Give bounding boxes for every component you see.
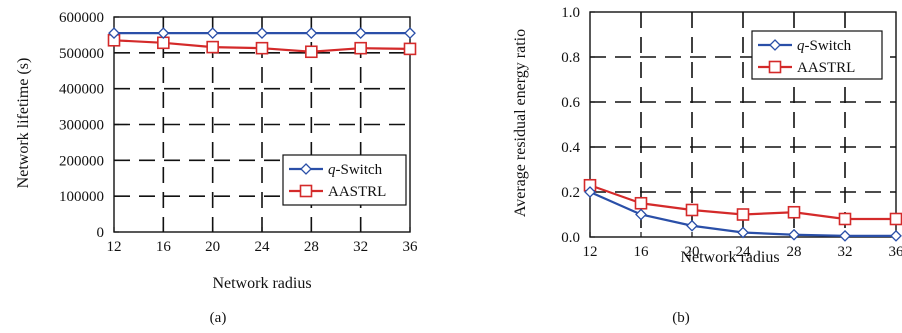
chart-a-legend: q-Switch AASTRL [282, 154, 407, 206]
chart-b-data-point [584, 186, 596, 198]
chart-a-ytick-label: 100000 [59, 189, 104, 205]
chart-a-data-point [354, 27, 367, 40]
chart-a-series-aastrl [107, 33, 417, 59]
chart-b-xtick-label: 32 [838, 244, 853, 260]
chart-a-data-point [256, 27, 268, 40]
chart-a-xtick-label: 20 [205, 239, 220, 255]
chart-a-data-point [206, 40, 219, 54]
chart-a-xtick-label: 24 [255, 239, 271, 255]
chart-b-data-point [737, 226, 749, 239]
chart-b-legend-marker [769, 39, 781, 51]
chart-a-xtick-label: 16 [156, 239, 172, 255]
chart-a-ylabel: Network lifetime (s) [15, 58, 32, 189]
chart-a-lifetime: Network lifetime (s) Network radius (a) … [15, 10, 418, 326]
chart-a-legend-marker [300, 163, 312, 175]
chart-a-xtick-label: 36 [403, 239, 419, 255]
chart-b-data-point [889, 212, 902, 226]
chart-b-data-point [787, 205, 801, 219]
chart-a-ytick-label: 300000 [59, 118, 104, 134]
chart-a-legend-label: AASTRL [328, 184, 386, 200]
chart-a-data-point [305, 45, 318, 59]
chart-b-data-point [634, 196, 648, 210]
chart-b-legend: q-Switch AASTRL [751, 30, 883, 80]
chart-b-xtick-label: 24 [736, 244, 752, 260]
chart-a-data-point [354, 41, 367, 55]
chart-a-data-point [404, 27, 416, 40]
chart-b-caption: (b) [672, 310, 690, 326]
chart-b-legend-label: q-Switch [797, 38, 852, 54]
chart-a-ytick-label: 500000 [59, 46, 104, 62]
chart-b-data-point [788, 228, 800, 241]
chart-b-grid [590, 12, 896, 237]
chart-b-xlabel: Network radius [680, 249, 779, 266]
chart-b-ytick-label: 0.6 [561, 95, 580, 111]
chart-a-caption: (a) [210, 310, 227, 326]
chart-a-series-q-switch [108, 27, 416, 40]
chart-a-data-point [108, 27, 120, 40]
chart-a-legend-marker [299, 184, 313, 198]
chart-b-ytick-label: 0.8 [561, 50, 580, 66]
chart-b-data-point [736, 208, 750, 221]
chart-b-xtick-label: 16 [634, 244, 650, 260]
chart-b-series-aastrl [583, 178, 902, 226]
chart-b-xtick-label: 20 [685, 244, 700, 260]
chart-a-data-point [157, 27, 170, 40]
chart-b-data-point [839, 229, 851, 242]
chart-b-data-point [686, 219, 698, 232]
chart-b-ytick-label: 0.4 [561, 140, 580, 156]
chart-a-data-point [403, 42, 417, 56]
chart-a-ytick-label: 600000 [59, 10, 104, 26]
chart-a-data-point [305, 27, 318, 40]
chart-b-data-point [890, 229, 902, 242]
chart-b-series-q-switch [584, 186, 902, 242]
chart-b-ytick-label: 1.0 [561, 5, 580, 21]
chart-b-xtick-label: 12 [583, 244, 598, 260]
chart-b-xtick-label: 36 [889, 244, 902, 260]
chart-b-ytick-label: 0.2 [561, 185, 580, 201]
chart-b-data-point [685, 203, 699, 217]
chart-a-data-point [255, 41, 269, 55]
chart-b-legend-marker [768, 60, 782, 74]
chart-a-data-point [206, 27, 219, 40]
chart-b-ylabel: Average residual energy ratio [512, 29, 529, 217]
chart-a-xtick-label: 12 [107, 239, 122, 255]
chart-a-ytick-label: 200000 [59, 153, 104, 169]
chart-b-data-point [838, 212, 852, 226]
chart-a-ytick-label: 0 [97, 225, 105, 241]
chart-b-data-point [635, 208, 647, 221]
chart-a-xtick-label: 32 [353, 239, 368, 255]
chart-a-xtick-label: 28 [304, 239, 319, 255]
chart-a-xlabel: Network radius [212, 275, 311, 292]
chart-a-legend-label: q-Switch [328, 162, 383, 178]
chart-b-legend-label: AASTRL [797, 60, 855, 76]
chart-a-ytick-label: 400000 [59, 82, 104, 98]
chart-b-ytick-label: 0.0 [561, 230, 580, 246]
chart-b-xtick-label: 28 [787, 244, 802, 260]
chart-b-residual-energy: Average residual energy ratio Network ra… [512, 5, 902, 326]
